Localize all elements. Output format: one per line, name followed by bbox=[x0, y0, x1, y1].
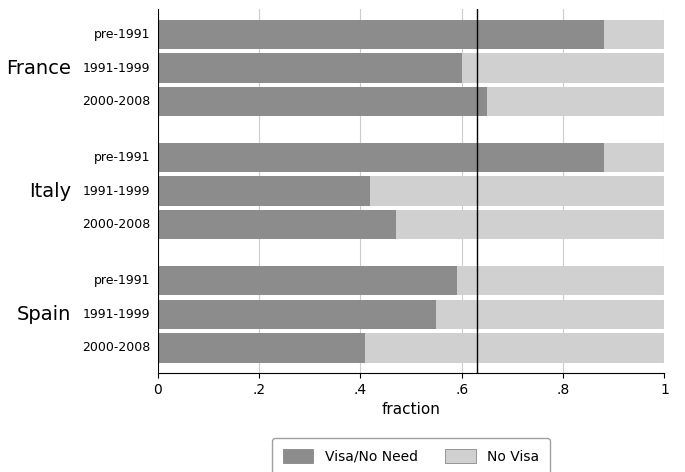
X-axis label: fraction: fraction bbox=[382, 402, 440, 417]
Bar bbox=[603, 20, 664, 49]
Text: 1991-1999: 1991-1999 bbox=[82, 185, 150, 198]
Bar bbox=[371, 177, 664, 206]
Bar bbox=[457, 266, 664, 295]
Text: pre-1991: pre-1991 bbox=[93, 151, 150, 164]
Bar bbox=[603, 143, 664, 172]
Text: 2000-2008: 2000-2008 bbox=[82, 341, 150, 354]
Bar bbox=[487, 87, 664, 116]
Text: 1991-1999: 1991-1999 bbox=[82, 308, 150, 321]
Text: 1991-1999: 1991-1999 bbox=[82, 61, 150, 75]
Text: pre-1991: pre-1991 bbox=[93, 28, 150, 41]
Text: Italy: Italy bbox=[29, 182, 71, 201]
Bar bbox=[158, 87, 487, 116]
Bar bbox=[158, 266, 457, 295]
Bar bbox=[158, 300, 436, 329]
Text: Spain: Spain bbox=[17, 305, 71, 324]
Bar bbox=[462, 53, 664, 83]
Text: France: France bbox=[6, 59, 71, 77]
Bar bbox=[158, 177, 371, 206]
Bar bbox=[158, 53, 462, 83]
Bar bbox=[365, 333, 664, 362]
Bar bbox=[158, 143, 603, 172]
Text: 2000-2008: 2000-2008 bbox=[82, 95, 150, 108]
Bar bbox=[158, 333, 365, 362]
Bar bbox=[158, 20, 603, 49]
Bar bbox=[158, 210, 396, 239]
Legend: Visa/No Need, No Visa: Visa/No Need, No Visa bbox=[272, 438, 550, 472]
Bar bbox=[436, 300, 664, 329]
Text: pre-1991: pre-1991 bbox=[93, 274, 150, 287]
Text: 2000-2008: 2000-2008 bbox=[82, 218, 150, 231]
Bar bbox=[396, 210, 664, 239]
